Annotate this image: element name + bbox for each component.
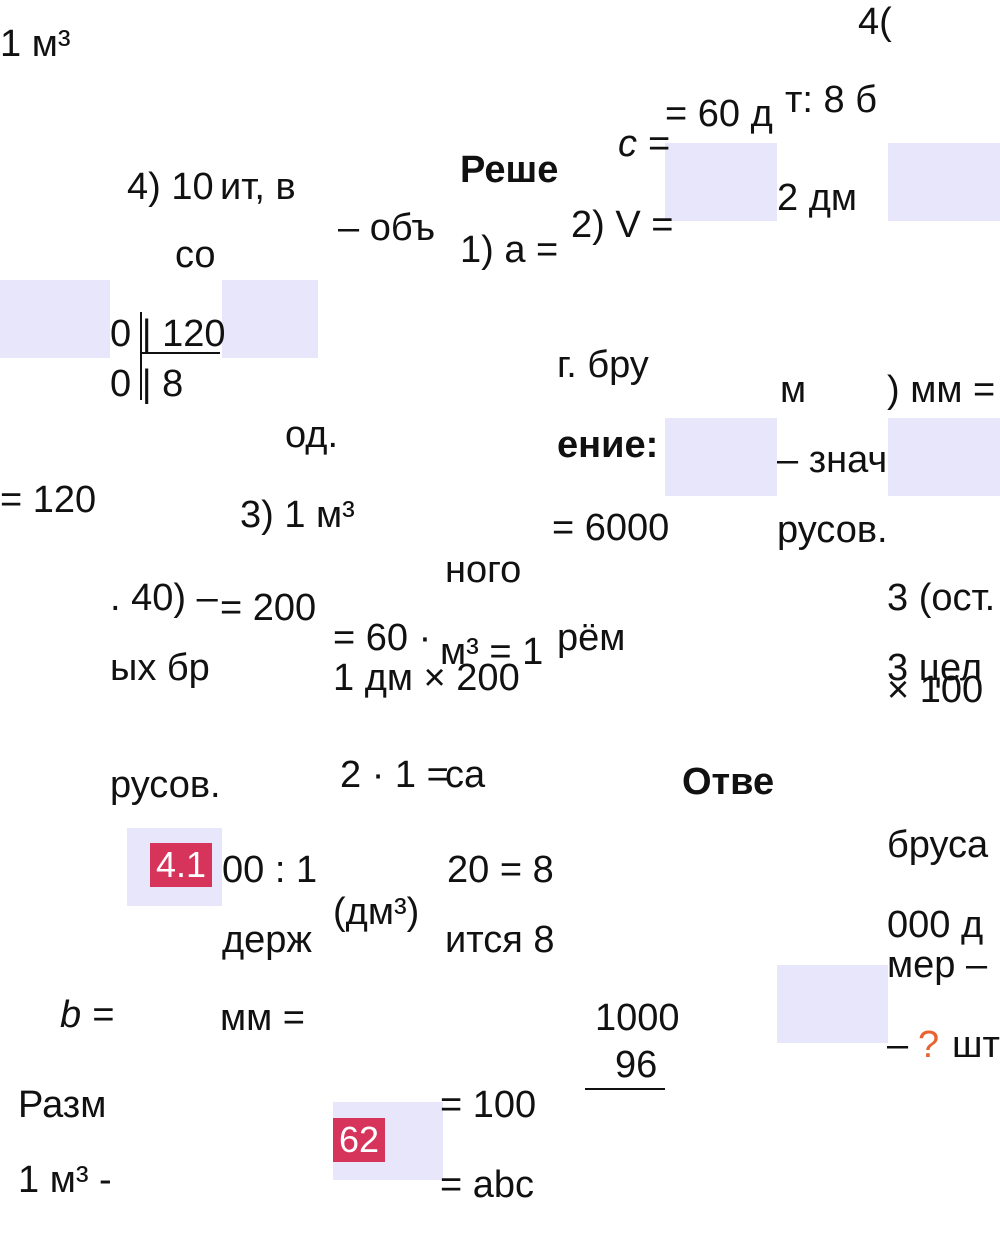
- text-fragment: 3 цел: [887, 647, 983, 689]
- text-fragment: русов.: [110, 764, 221, 806]
- text-fragment: ного: [445, 549, 522, 591]
- division-line: [140, 352, 220, 354]
- text-fragment: т: 8 б: [785, 79, 877, 121]
- text-fragment: ение:: [557, 424, 659, 466]
- subtraction-line: [585, 1088, 665, 1090]
- placeholder-box: [665, 418, 777, 496]
- text-fragment: 1) a =: [460, 229, 559, 271]
- placeholder-box: [888, 418, 1000, 496]
- text-fragment: 96: [615, 1044, 658, 1086]
- text-fragment: = 120: [0, 479, 97, 521]
- text-fragment: 4(: [858, 1, 892, 43]
- text-fragment: = 60 д: [665, 93, 773, 135]
- text-fragment: рём: [557, 617, 626, 659]
- text-fragment: м: [780, 369, 807, 411]
- text-fragment: = 100: [440, 1084, 537, 1126]
- placeholder-box: [0, 280, 110, 358]
- text-fragment: 00 : 1: [222, 849, 318, 891]
- text-fragment: –: [887, 1024, 909, 1066]
- text-fragment: 3 (ост.: [887, 577, 996, 619]
- text-fragment: с =: [618, 123, 670, 165]
- text-fragment: 4) 10: [127, 166, 214, 208]
- text-fragment: Разм: [18, 1084, 107, 1126]
- text-fragment: ?: [918, 1024, 940, 1066]
- text-fragment: – объ: [338, 207, 436, 249]
- placeholder-box: [665, 143, 777, 221]
- text-fragment: . 40) –: [110, 577, 218, 619]
- text-fragment: 20 = 8: [447, 849, 554, 891]
- text-fragment: са: [445, 754, 486, 796]
- text-fragment: г. бру: [557, 344, 649, 386]
- text-fragment: = abc: [440, 1164, 535, 1206]
- text-fragment: = 60 ·: [333, 617, 432, 659]
- division-line: [140, 312, 142, 400]
- text-fragment: – знач: [777, 439, 888, 481]
- text-fragment: ится 8: [445, 919, 555, 961]
- text-fragment: со: [175, 234, 216, 276]
- text-fragment: 0 | 8: [110, 363, 184, 405]
- text-fragment: мм =: [220, 997, 305, 1039]
- placeholder-box: [888, 143, 1000, 221]
- text-fragment: Реше: [460, 149, 559, 191]
- text-fragment: м³ = 1: [440, 631, 544, 673]
- text-fragment: 2 · 1 =: [340, 754, 449, 796]
- text-fragment: × 100: [887, 669, 984, 711]
- text-fragment: 000 д: [887, 904, 984, 946]
- text-fragment: держ: [222, 919, 312, 961]
- text-fragment: ит, в: [220, 166, 296, 208]
- text-fragment: мер –: [887, 944, 988, 986]
- text-fragment: 1 дм × 200: [333, 657, 520, 699]
- text-fragment: = 6000: [552, 507, 670, 549]
- text-fragment: = 200: [220, 587, 317, 629]
- placeholder-box: [222, 280, 318, 358]
- task-badge: 62: [333, 1118, 386, 1162]
- text-fragment: ) мм =: [887, 369, 996, 411]
- text-fragment: 1000: [595, 997, 680, 1039]
- text-fragment: 0 | 120: [110, 313, 226, 355]
- text-fragment: ых бр: [110, 647, 210, 689]
- text-fragment: 2 дм: [777, 177, 857, 219]
- text-fragment: Отве: [682, 761, 775, 803]
- text-fragment: b =: [60, 994, 114, 1036]
- text-fragment: од.: [285, 414, 339, 456]
- text-fragment: бруса: [887, 824, 989, 866]
- text-fragment: шт: [952, 1024, 1000, 1066]
- task-badge: 4.1: [150, 843, 213, 887]
- text-fragment: (дм³): [333, 891, 420, 933]
- text-fragment: 1 м³ -: [18, 1159, 112, 1201]
- placeholder-box: [777, 965, 888, 1043]
- text-fragment: русов.: [777, 509, 888, 551]
- text-fragment: 3) 1 м³: [240, 494, 355, 536]
- text-fragment: 2) V =: [571, 204, 674, 246]
- text-fragment: 1 м³: [0, 23, 71, 65]
